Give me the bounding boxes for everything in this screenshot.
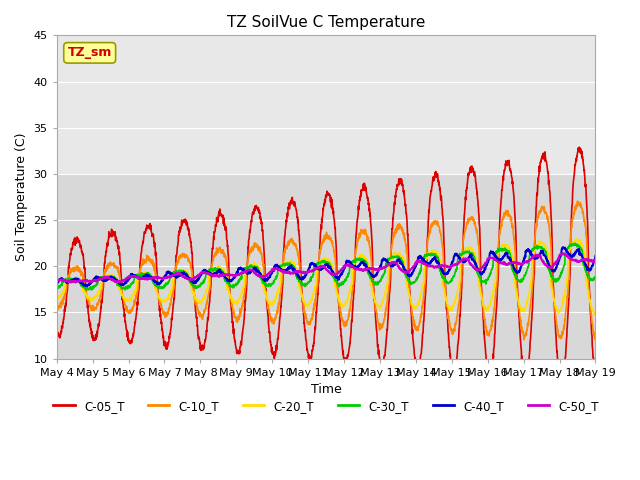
Text: TZ_sm: TZ_sm: [67, 47, 112, 60]
Title: TZ SoilVue C Temperature: TZ SoilVue C Temperature: [227, 15, 426, 30]
X-axis label: Time: Time: [310, 383, 342, 396]
Bar: [57, 36, 595, 174]
Y-axis label: Soil Temperature (C): Soil Temperature (C): [15, 132, 28, 261]
Legend: C-05_T, C-10_T, C-20_T, C-30_T, C-40_T, C-50_T: C-05_T, C-10_T, C-20_T, C-30_T, C-40_T, …: [49, 395, 604, 417]
